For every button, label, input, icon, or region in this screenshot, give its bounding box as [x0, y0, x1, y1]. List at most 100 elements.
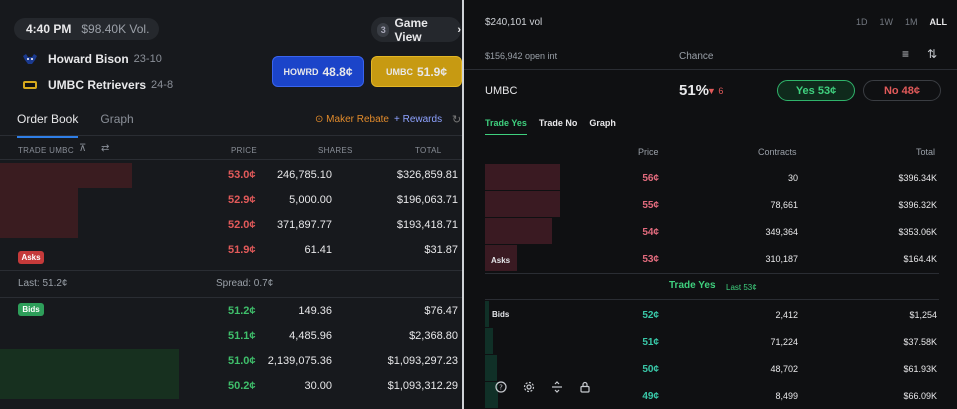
row-price: 51.2¢: [228, 305, 256, 317]
period-1d[interactable]: 1D: [855, 17, 868, 27]
row-shares: 30.00: [304, 380, 332, 392]
game-time: 4:40 PM: [26, 22, 72, 36]
team-row-howard: Howard Bison 23-10: [22, 51, 162, 67]
right-asks-divider: [485, 273, 939, 274]
right-row-price: 55¢: [642, 200, 659, 211]
lock-icon[interactable]: [578, 380, 591, 393]
right-bid-row[interactable]: 49¢ 8,499 $66.09K: [464, 382, 957, 409]
right-row-price: 53¢: [642, 254, 659, 265]
mid-trade-yes: Trade Yes: [669, 280, 716, 291]
col-contracts: Contracts: [758, 147, 797, 157]
right-row-total: $353.06K: [898, 227, 937, 237]
umbc-button-price: 51.9¢: [416, 64, 448, 79]
chance-change: ▼ 6: [707, 86, 724, 96]
bids-divider: [0, 297, 462, 298]
help-icon[interactable]: ?: [494, 380, 507, 393]
period-1m[interactable]: 1M: [904, 17, 918, 27]
right-ask-row[interactable]: 55¢ 78,661 $396.32K: [464, 191, 957, 218]
row-total: $1,093,297.23: [387, 355, 458, 367]
row-total: $196,063.71: [396, 194, 458, 206]
right-row-contracts: 71,224: [770, 337, 798, 347]
right-bids-label: Bids: [492, 310, 510, 319]
split-icon[interactable]: [550, 380, 563, 393]
collapse-icon[interactable]: ⊼: [79, 143, 87, 154]
team-record-umbc: 24-8: [151, 79, 174, 91]
right-row-total: $61.93K: [903, 364, 937, 374]
tabs-divider: [0, 135, 462, 136]
bottom-toolbar: ?: [494, 380, 591, 393]
ask-row[interactable]: 51.9¢ 61.41 $31.87: [0, 238, 462, 263]
period-selector: 1D 1W 1M ALL: [856, 17, 947, 27]
swap-icon[interactable]: ⇄: [101, 143, 110, 154]
tab-graph[interactable]: Graph: [100, 112, 134, 126]
settings-icon[interactable]: [522, 380, 535, 393]
buy-umbc-button[interactable]: UMBC 51.9¢: [371, 56, 462, 87]
tab-trade-no[interactable]: Trade No: [538, 118, 578, 128]
asks-label: Asks: [18, 251, 44, 264]
last-price: Last: 51.2¢: [18, 278, 68, 289]
right-ask-depth-bar: [485, 218, 552, 244]
right-bid-row[interactable]: 51¢ 71,224 $37.58K: [464, 328, 957, 355]
tab-order-book[interactable]: Order Book: [17, 112, 79, 138]
row-shares: 371,897.77: [276, 219, 332, 231]
row-shares: 246,785.10: [276, 169, 332, 181]
left-tabs: Order Book Graph: [17, 112, 134, 138]
bid-row[interactable]: 51.2¢ 149.36 $76.47: [0, 299, 462, 324]
right-bid-row[interactable]: 50¢ 48,702 $61.93K: [464, 355, 957, 382]
asks-divider: [0, 270, 462, 271]
right-row-contracts: 310,187: [765, 254, 798, 264]
ask-depth-bar: [0, 163, 132, 188]
right-ask-depth-bar: [485, 164, 560, 190]
right-ask-row[interactable]: 56¢ 30 $396.34K: [464, 164, 957, 191]
period-all[interactable]: ALL: [929, 17, 948, 27]
game-volume: $98.40K Vol.: [81, 22, 150, 36]
right-bid-depth-bar: [485, 301, 489, 327]
col-price: PRICE: [231, 146, 257, 155]
ask-row[interactable]: 52.0¢ 371,897.77 $193,418.71: [0, 213, 462, 238]
game-view-label: Game View: [394, 15, 428, 44]
svg-text:?: ?: [499, 383, 503, 391]
right-row-total: $37.58K: [903, 337, 937, 347]
right-row-price: 54¢: [642, 227, 659, 238]
tab-graph-right[interactable]: Graph: [589, 118, 616, 128]
row-total: $1,093,312.29: [387, 380, 458, 392]
row-total: $76.47: [424, 305, 458, 317]
col-price-right: Price: [638, 147, 659, 157]
row-total: $193,418.71: [396, 219, 458, 231]
row-price: 51.0¢: [228, 355, 256, 367]
right-ask-row[interactable]: 54¢ 349,364 $353.06K: [464, 218, 957, 245]
buy-no-button[interactable]: No 48¢: [863, 80, 941, 101]
buy-yes-button[interactable]: Yes 53¢: [777, 80, 855, 101]
umbc-logo-icon: [23, 81, 37, 89]
row-shares: 149.36: [298, 305, 332, 317]
ask-row[interactable]: 52.9¢ 5,000.00 $196,063.71: [0, 188, 462, 213]
maker-rebate-label: Maker Rebate: [326, 114, 389, 125]
right-volume: $240,101 vol: [485, 17, 543, 28]
sort-order-icon[interactable]: ⇅: [927, 47, 938, 61]
row-shares: 61.41: [304, 244, 332, 256]
panel-divider[interactable]: [462, 0, 464, 409]
spread: Spread: 0.7¢: [216, 278, 274, 289]
right-row-contracts: 8,499: [775, 391, 798, 401]
right-bid-row[interactable]: 52¢ 2,412 $1,254: [464, 301, 957, 328]
right-row-contracts: 78,661: [770, 200, 798, 210]
period-1w[interactable]: 1W: [879, 17, 893, 27]
ask-row[interactable]: 53.0¢ 246,785.10 $326,859.81: [0, 163, 462, 188]
row-shares: 2,139,075.36: [267, 355, 332, 367]
right-row-total: $1,254: [909, 310, 937, 320]
rewards-link[interactable]: + Rewards: [394, 114, 443, 125]
right-row-price: 49¢: [642, 391, 659, 402]
right-ask-row[interactable]: 53¢ 310,187 $164.4K: [464, 245, 957, 272]
buy-howard-button[interactable]: HOWRD 48.8¢: [272, 56, 364, 87]
maker-rebate-link[interactable]: ⊙ Maker Rebate: [315, 114, 389, 125]
bid-row[interactable]: 50.2¢ 30.00 $1,093,312.29: [0, 374, 462, 399]
bid-row[interactable]: 51.0¢ 2,139,075.36 $1,093,297.23: [0, 349, 462, 374]
bid-depth-bar: [0, 374, 179, 399]
sort-icon[interactable]: ≡: [902, 47, 910, 61]
refresh-icon[interactable]: ↻: [452, 114, 462, 126]
right-bids-divider: [485, 299, 939, 300]
tab-trade-yes[interactable]: Trade Yes: [485, 118, 527, 135]
col-total: TOTAL: [415, 146, 442, 155]
game-view-button[interactable]: 3 Game View ›: [371, 15, 461, 44]
bid-row[interactable]: 51.1¢ 4,485.96 $2,368.80: [0, 324, 462, 349]
